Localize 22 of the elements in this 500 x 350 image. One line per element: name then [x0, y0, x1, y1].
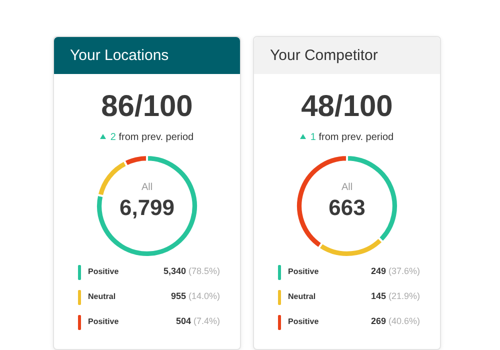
- data-label: 5,340 (78.5%): [163, 266, 220, 276]
- legend-label: Neutral: [88, 292, 116, 301]
- data-label: 249 (37.6%): [370, 266, 420, 276]
- data-label: 269 (40.6%): [370, 316, 420, 326]
- text: 6,799: [118, 195, 176, 221]
- legend-label: Positive: [288, 267, 319, 276]
- data-label: 145 (21.9%): [370, 291, 420, 301]
- legend-label: Positive: [88, 317, 119, 326]
- chart-title: Your Competitor: [254, 37, 440, 74]
- legend-label: Positive: [88, 267, 119, 276]
- text: 663: [328, 195, 366, 221]
- data-label: 955 (14.0%): [170, 291, 220, 301]
- text: All: [140, 182, 154, 193]
- text: 1 from prev. period: [309, 132, 395, 143]
- text: 48/100: [300, 90, 394, 124]
- legend-label: Neutral: [288, 292, 316, 301]
- text: 86/100: [100, 90, 194, 124]
- text: 2 from prev. period: [109, 132, 195, 143]
- chart-title: Your Locations: [54, 37, 240, 74]
- data-label: 504 (7.4%): [176, 316, 220, 326]
- legend-label: Positive: [288, 317, 319, 326]
- text: All: [340, 182, 354, 193]
